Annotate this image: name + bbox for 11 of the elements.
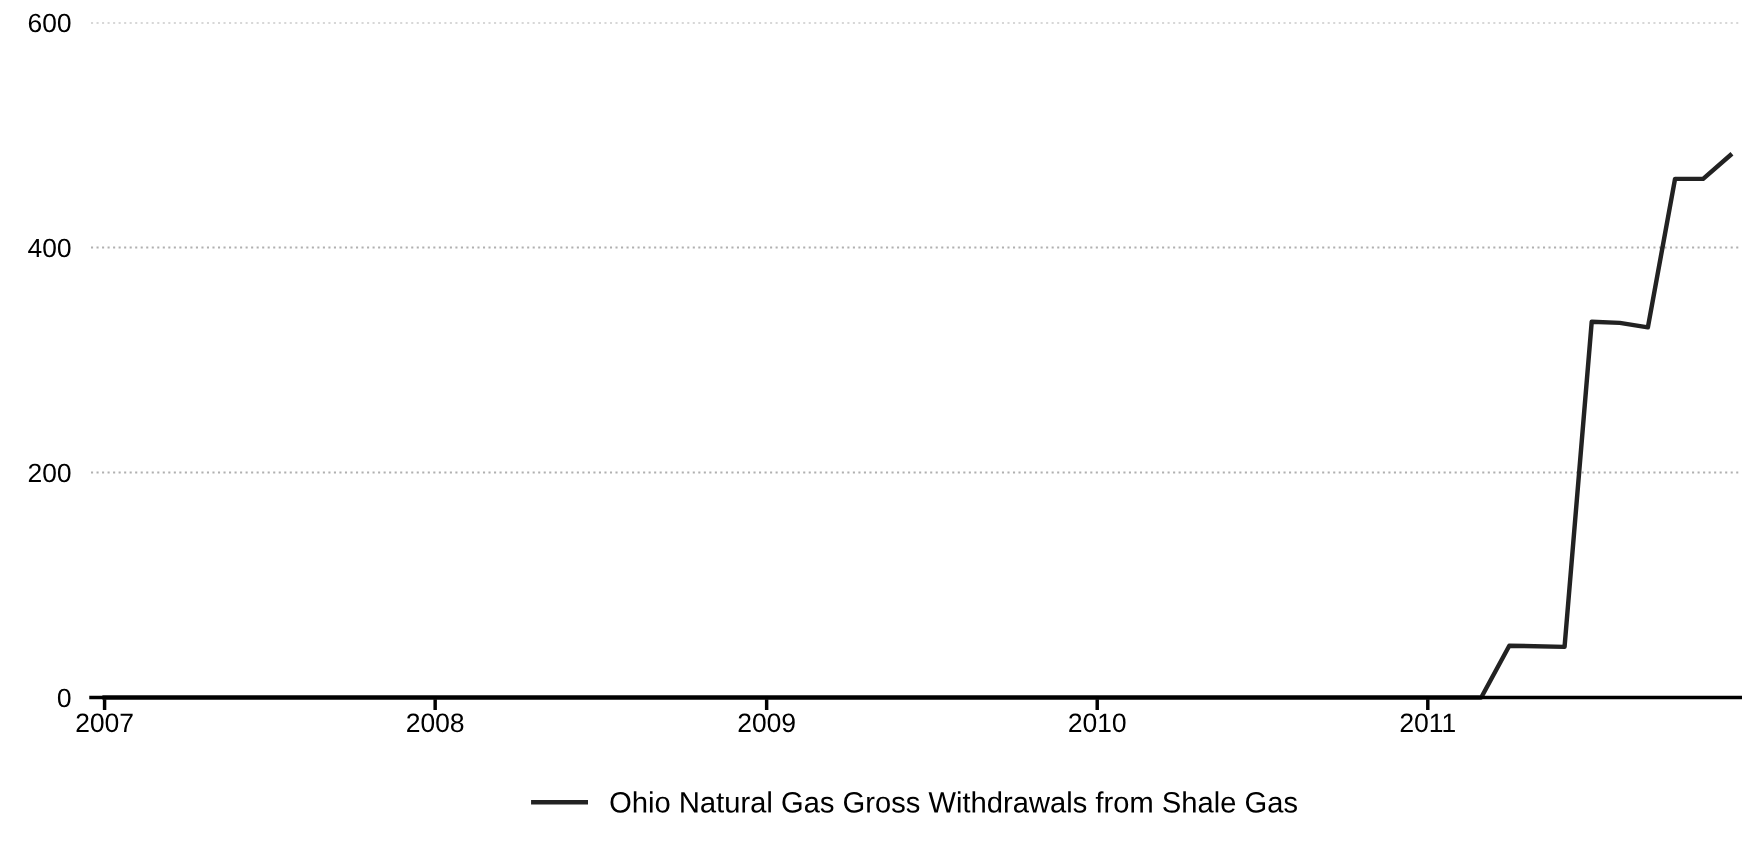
legend-label: Ohio Natural Gas Gross Withdrawals from Shale Gas <box>610 791 1297 813</box>
y-tick-label: 400 <box>28 238 71 258</box>
y-tick-label: 200 <box>28 463 71 483</box>
x-tick-label: 2008 <box>407 713 464 733</box>
x-tick-label: 2007 <box>76 713 133 733</box>
y-tick-label: 0 <box>57 688 71 708</box>
y-tick-label: 600 <box>28 13 71 33</box>
line-series <box>102 153 1733 700</box>
x-tick-label: 2010 <box>1069 713 1126 733</box>
x-tick-label: 2011 <box>1400 713 1455 733</box>
x-tick-label: 2009 <box>738 713 795 733</box>
